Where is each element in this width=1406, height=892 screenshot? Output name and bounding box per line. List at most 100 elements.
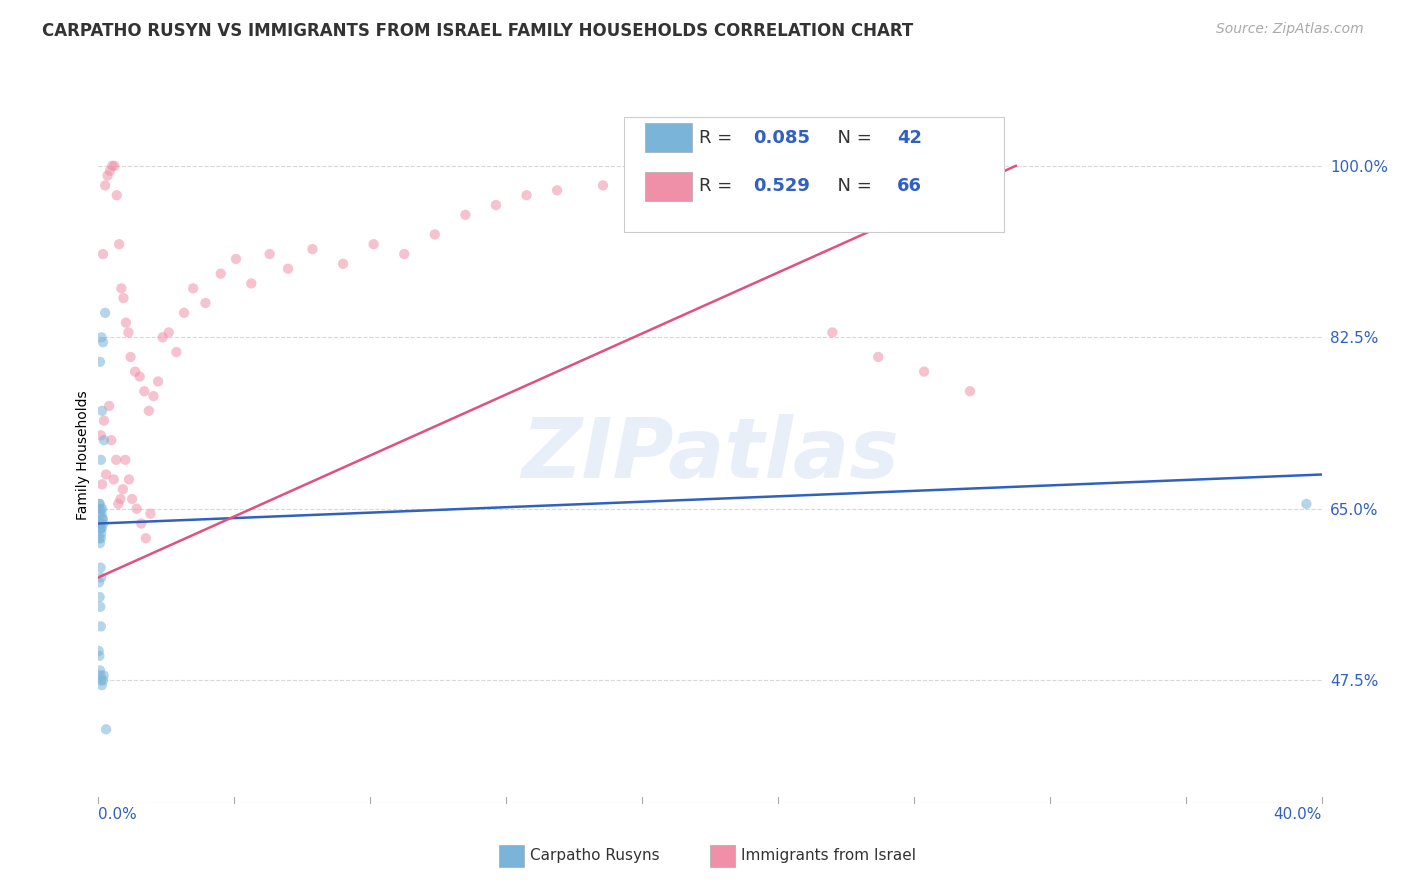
Point: [121, 491, 143, 506]
Point: [94, 723, 117, 737]
Point: [103, 159, 125, 173]
Point: [592, 178, 614, 193]
Point: [173, 306, 195, 320]
Text: ZIPatlas: ZIPatlas: [522, 415, 898, 495]
Point: [277, 261, 299, 276]
Text: 42: 42: [897, 128, 922, 146]
Point: [868, 350, 890, 364]
Point: [115, 316, 138, 330]
Point: [454, 208, 477, 222]
Point: [98, 399, 121, 413]
Point: [90, 507, 112, 521]
Point: [118, 472, 141, 486]
Point: [89, 516, 111, 531]
Point: [112, 291, 135, 305]
Point: [87, 575, 110, 590]
Point: [93, 434, 115, 448]
Point: [91, 501, 114, 516]
Point: [90, 678, 112, 692]
Point: [89, 648, 111, 663]
FancyBboxPatch shape: [645, 123, 692, 153]
Point: [89, 521, 111, 535]
Point: [110, 281, 132, 295]
Point: [959, 384, 981, 399]
Point: [157, 326, 180, 340]
Point: [90, 560, 112, 574]
Point: [91, 673, 114, 688]
Point: [91, 404, 114, 418]
Point: [89, 599, 111, 614]
Point: [94, 306, 117, 320]
Point: [301, 242, 323, 256]
Point: [91, 477, 114, 491]
Point: [97, 169, 120, 183]
Point: [124, 365, 146, 379]
Point: [546, 183, 568, 197]
Point: [98, 163, 121, 178]
Point: [90, 668, 112, 682]
Text: N =: N =: [827, 128, 877, 146]
Point: [91, 511, 114, 525]
Point: [94, 178, 117, 193]
Text: 0.0%: 0.0%: [98, 807, 138, 822]
Point: [134, 384, 156, 399]
Point: [125, 501, 148, 516]
Point: [135, 531, 157, 545]
Point: [108, 237, 131, 252]
Point: [91, 511, 114, 525]
Point: [225, 252, 247, 266]
Text: R =: R =: [699, 128, 738, 146]
FancyBboxPatch shape: [624, 118, 1004, 232]
Point: [683, 169, 706, 183]
Point: [1295, 497, 1317, 511]
Text: R =: R =: [699, 178, 738, 195]
Point: [101, 159, 124, 173]
Point: [90, 330, 112, 344]
Point: [90, 619, 112, 633]
Point: [120, 350, 142, 364]
Text: CARPATHO RUSYN VS IMMIGRANTS FROM ISRAEL FAMILY HOUSEHOLDS CORRELATION CHART: CARPATHO RUSYN VS IMMIGRANTS FROM ISRAEL…: [42, 22, 914, 40]
Point: [105, 188, 128, 202]
Point: [110, 491, 132, 506]
Point: [89, 497, 111, 511]
Point: [139, 507, 162, 521]
Point: [637, 173, 661, 187]
Point: [89, 507, 111, 521]
Point: [181, 281, 204, 295]
Text: 66: 66: [897, 178, 922, 195]
Point: [89, 497, 111, 511]
Point: [240, 277, 263, 291]
Point: [100, 434, 122, 448]
Text: Source: ZipAtlas.com: Source: ZipAtlas.com: [1216, 22, 1364, 37]
Point: [259, 247, 281, 261]
Point: [89, 516, 111, 531]
Point: [775, 163, 797, 178]
Point: [90, 521, 112, 535]
Point: [90, 673, 112, 688]
Point: [93, 668, 115, 682]
Point: [114, 452, 136, 467]
Point: [103, 472, 125, 486]
Point: [117, 326, 139, 340]
Point: [152, 330, 174, 344]
Y-axis label: Family Households: Family Households: [76, 390, 90, 520]
Text: N =: N =: [827, 178, 877, 195]
Point: [209, 267, 232, 281]
Point: [91, 335, 114, 350]
Point: [516, 188, 538, 202]
Point: [91, 516, 114, 531]
Point: [89, 590, 111, 604]
Point: [93, 414, 115, 428]
Point: [87, 501, 110, 516]
FancyBboxPatch shape: [645, 172, 692, 201]
Point: [90, 521, 112, 535]
Point: [87, 644, 110, 658]
Point: [91, 247, 114, 261]
Point: [94, 467, 117, 482]
Text: 0.085: 0.085: [752, 128, 810, 146]
Point: [90, 428, 112, 442]
Point: [423, 227, 446, 242]
Point: [90, 452, 112, 467]
Point: [146, 375, 169, 389]
Point: [89, 531, 111, 545]
